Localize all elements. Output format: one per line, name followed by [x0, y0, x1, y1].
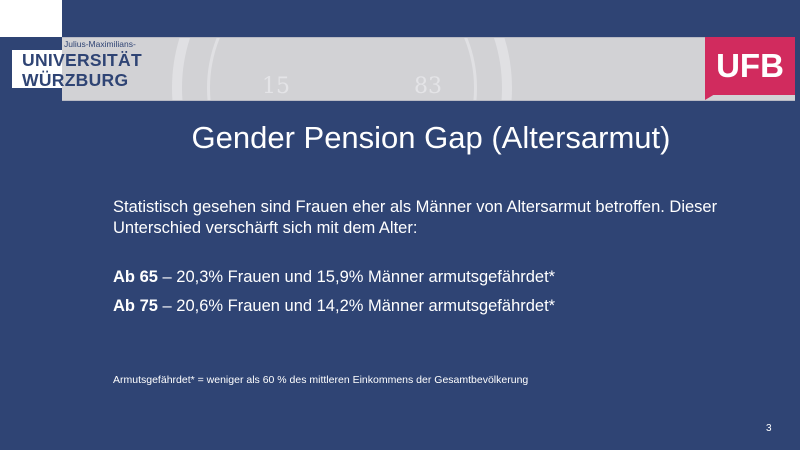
- stat-label: Ab 65: [113, 268, 158, 286]
- top-left-corner: [0, 0, 62, 37]
- seal-year-left: 15: [262, 74, 290, 99]
- logo-line1: UNIVERSITÄT: [22, 49, 142, 70]
- logo-small-text: Julius-Maximilians-: [64, 39, 136, 49]
- header-band: 15 83: [62, 37, 795, 101]
- stat-label: Ab 75: [113, 297, 158, 315]
- stat-line-75: Ab 75 – 20,6% Frauen und 14,2% Männer ar…: [113, 297, 555, 316]
- stat-line-65: Ab 65 – 20,3% Frauen und 15,9% Männer ar…: [113, 268, 555, 287]
- footnote: Armutsgefährdet* = weniger als 60 % des …: [113, 374, 529, 386]
- ufb-logo-tail: [705, 94, 715, 100]
- stat-text: – 20,3% Frauen und 15,9% Männer armutsge…: [157, 268, 556, 286]
- intro-text: Statistisch gesehen sind Frauen eher als…: [113, 198, 718, 237]
- slide-title: Gender Pension Gap (Altersarmut): [191, 120, 671, 155]
- university-logo: Julius-Maximilians- UNIVERSITÄT WÜRZBURG: [22, 40, 142, 90]
- seal-year-right: 83: [414, 74, 442, 99]
- ufb-logo: UFB: [705, 37, 795, 95]
- logo-background: [12, 50, 62, 88]
- seal-watermark-inner: [207, 38, 477, 100]
- seal-watermark: [172, 38, 512, 100]
- stat-text: – 20,6% Frauen und 14,2% Männer armutsge…: [157, 297, 556, 315]
- logo-line2: WÜRZBURG: [22, 70, 129, 90]
- page-number: 3: [766, 423, 772, 434]
